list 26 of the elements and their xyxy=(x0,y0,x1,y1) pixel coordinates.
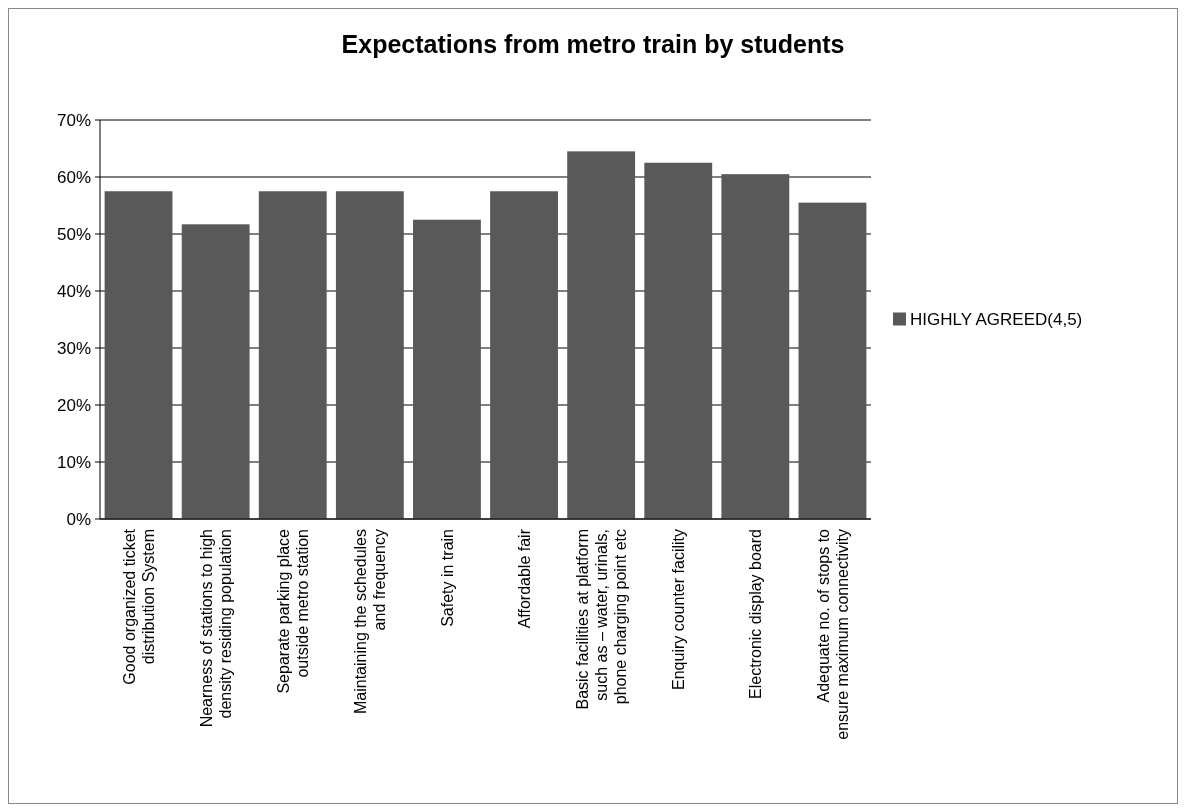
bar xyxy=(104,191,173,519)
bar xyxy=(258,191,327,519)
y-tick-label: 20% xyxy=(56,395,91,415)
y-tick-label: 50% xyxy=(56,224,91,244)
bar xyxy=(490,191,558,519)
y-tick-label: 70% xyxy=(56,110,91,130)
x-tick-label: Safety in train xyxy=(438,529,456,627)
bar xyxy=(413,219,481,519)
legend-label: HIGHLY AGREED(4,5) xyxy=(910,310,1083,330)
bar xyxy=(721,174,790,519)
bar xyxy=(644,162,713,519)
y-tick-label: 60% xyxy=(56,167,91,187)
y-tick-label: 10% xyxy=(56,452,91,472)
bar xyxy=(181,224,250,519)
x-tick-label: Electronic display board xyxy=(746,529,764,699)
bar xyxy=(798,202,867,519)
x-tick-label: Affordable fair xyxy=(515,528,533,629)
bar xyxy=(567,151,636,519)
x-tick-label: Basic facilities at platform such as – water, urinals, phone charging point etc xyxy=(573,529,629,710)
y-tick-label: 30% xyxy=(56,338,91,358)
y-tick-label: 40% xyxy=(56,281,91,301)
bar xyxy=(335,191,404,519)
chart-title: Expectations from metro train by students xyxy=(341,30,845,58)
y-tick-label: 0% xyxy=(66,509,91,529)
x-tick-label: Good organized ticket distribution System xyxy=(120,528,157,685)
x-tick-label: Enquiry counter facility xyxy=(669,529,687,690)
